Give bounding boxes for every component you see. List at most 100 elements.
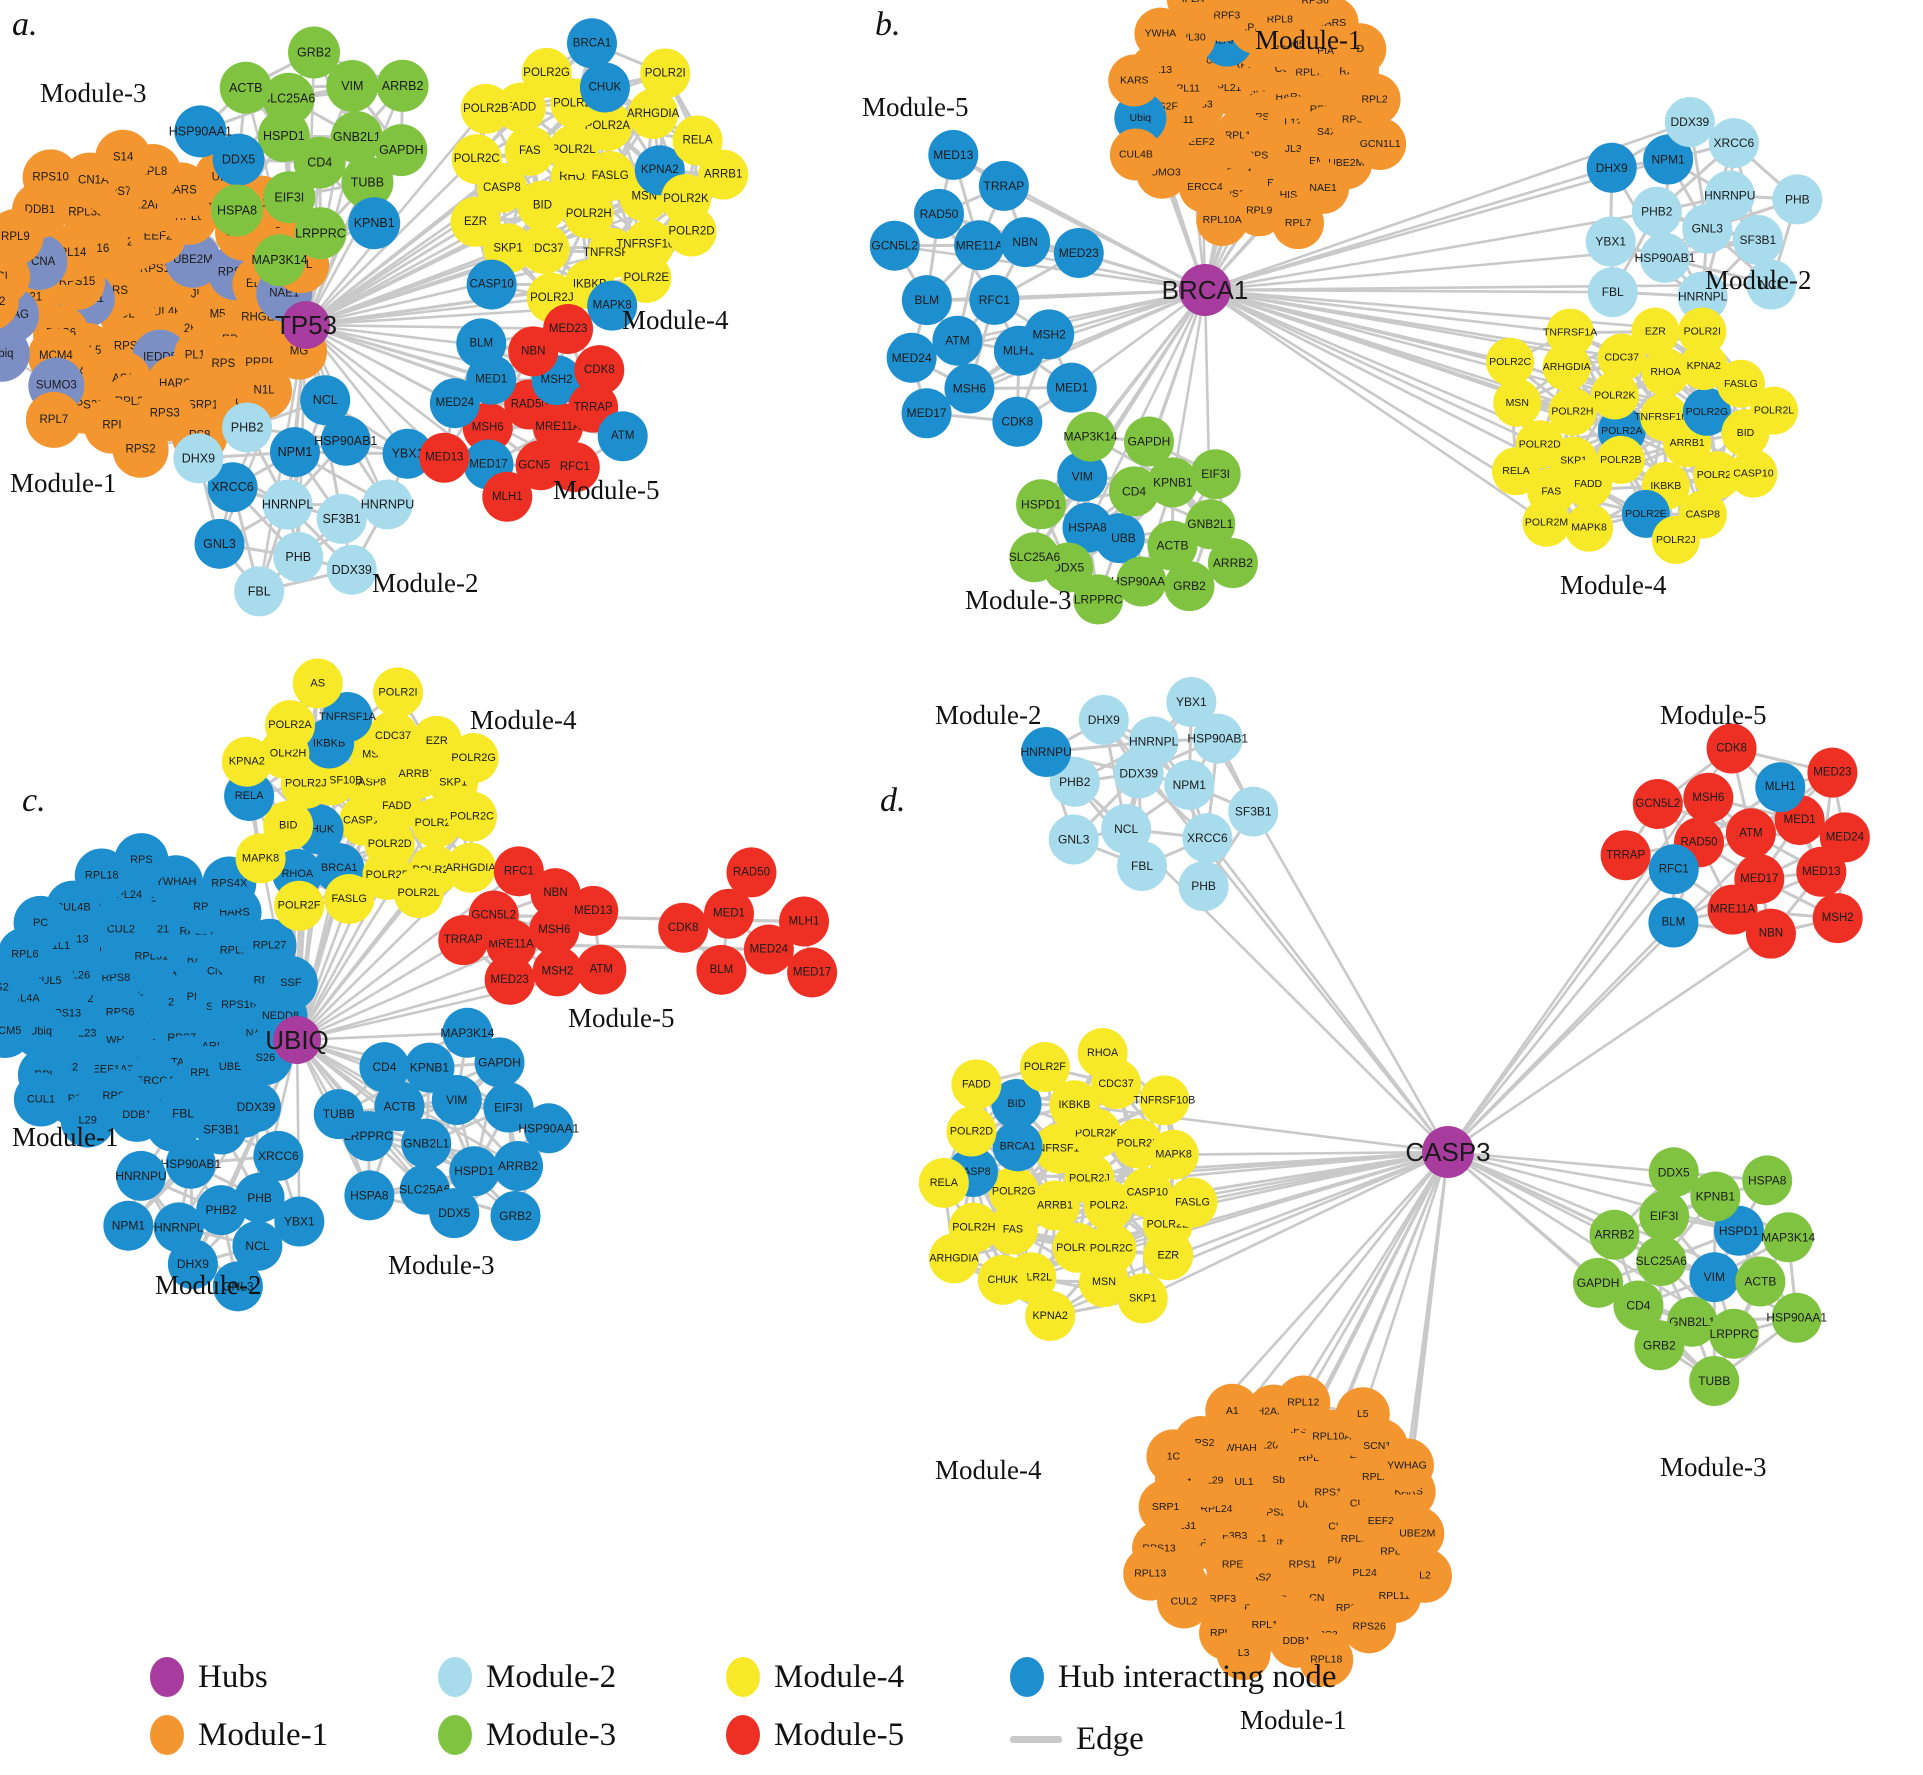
node-circle — [988, 1166, 1039, 1217]
legend-swatch-hub-interacting-node — [1010, 1657, 1044, 1697]
node-label: TRRAP — [984, 179, 1025, 193]
node-label: CUL4B — [1119, 148, 1153, 160]
legend-label-hub-interacting-node: Hub interacting node — [1058, 1658, 1337, 1695]
node-label: RPL2 — [1361, 93, 1387, 105]
node-label: PHB2 — [205, 1203, 237, 1217]
node-circle — [1735, 1256, 1786, 1307]
module-label: Module-3 — [388, 1250, 495, 1280]
node-label: A1 — [1226, 1405, 1239, 1417]
legend-swatch-module-1 — [150, 1715, 184, 1755]
node-circle — [521, 47, 572, 98]
node-label: PHB — [1785, 192, 1810, 206]
node-circle — [672, 115, 723, 166]
node-label: Ubiq — [1130, 112, 1152, 124]
network-node: HSP90AA1 — [169, 105, 232, 158]
network-node: ATM — [597, 411, 648, 462]
node-label: MED1 — [1055, 381, 1089, 395]
node-circle — [1636, 1236, 1687, 1287]
node-circle — [1205, 1383, 1260, 1438]
network-node: CHUK — [579, 62, 630, 113]
node-circle — [1116, 840, 1167, 891]
network-node: MLH1 — [482, 471, 533, 522]
node-label: VIM — [1704, 1270, 1725, 1284]
node-label: POLR2G — [1686, 406, 1729, 418]
node-label: POLR2G — [523, 67, 570, 79]
legend-swatch-module-5 — [726, 1715, 760, 1755]
node-label: HSP90AB1 — [314, 434, 377, 448]
node-label: FBL — [172, 1107, 194, 1121]
node-label: DDX5 — [438, 1206, 470, 1220]
network-node: RAD50 — [726, 847, 777, 898]
node-circle — [1048, 814, 1099, 865]
node-label: EZR — [426, 735, 448, 747]
node-label: YWHAH — [156, 876, 197, 888]
node-label: HNRNPU — [1704, 188, 1755, 202]
node-label: RHOA — [1650, 366, 1680, 378]
node-label: SF3B1 — [1740, 233, 1777, 247]
node-circle — [116, 1150, 167, 1201]
network-node: NCL — [1746, 259, 1797, 310]
node-circle — [165, 1138, 216, 1189]
node-circle — [1334, 23, 1387, 76]
node-circle — [579, 62, 630, 113]
node-label: YBX1 — [392, 447, 424, 461]
node-circle — [1746, 259, 1797, 310]
node-circle — [404, 1042, 455, 1093]
network-node: KPNA2 — [1679, 342, 1728, 391]
network-node: KPNA2 — [221, 736, 272, 787]
node-circle — [211, 184, 264, 237]
network-node: POLR2L — [393, 868, 444, 919]
legend-item-hubs: Hubs — [150, 1657, 268, 1697]
node-label: MED23 — [490, 974, 528, 986]
module-label: Module-5 — [553, 475, 660, 505]
module-label: Module-1 — [12, 1122, 119, 1152]
network-node: NCL — [232, 1220, 283, 1271]
node-circle — [1335, 1387, 1390, 1442]
edge — [1011, 1150, 1450, 1231]
network-node: VIM — [1057, 451, 1108, 502]
module-label: Module-2 — [372, 568, 479, 598]
node-label: GNB2L1 — [1187, 517, 1233, 531]
network-node: POLR2H — [1548, 387, 1597, 436]
edge — [295, 978, 511, 1042]
network-node: YBX1 — [274, 1196, 325, 1247]
edge — [1141, 1150, 1450, 1300]
network-node: ARRB1 — [698, 149, 749, 200]
node-circle — [1025, 1290, 1076, 1341]
node-circle — [1354, 117, 1407, 170]
network-node: DHX9 — [167, 1239, 218, 1290]
node-label: SSF — [280, 977, 302, 989]
node-label: PC — [33, 917, 48, 929]
network-node: YWHAG — [1379, 1438, 1434, 1493]
network-node: TUBB — [1689, 1355, 1740, 1406]
edge — [1446, 747, 1733, 1154]
node-circle — [450, 196, 501, 247]
network-node: ATM — [932, 315, 983, 366]
node-circle — [1639, 1191, 1690, 1242]
edge — [1172, 1150, 1450, 1156]
node-label: SLC25A6 — [1009, 550, 1061, 564]
network-node: FADD — [951, 1059, 1002, 1110]
node-circle — [0, 209, 44, 266]
network-node: POLR2K — [1590, 371, 1639, 420]
node-label: CD4 — [1122, 484, 1146, 498]
network-node: ARHGDIA — [446, 842, 496, 893]
network-node: NA — [1240, 0, 1290, 17]
node-label: POLR2K — [1075, 1127, 1118, 1139]
node-label: POLR2A — [268, 719, 312, 731]
node-label: CUL2 — [107, 924, 135, 936]
node-label: N1L — [254, 385, 276, 397]
module-label: Module-1 — [1240, 1705, 1347, 1735]
node-label: RPL13 — [1134, 1568, 1166, 1580]
node-circle — [703, 888, 754, 939]
network-node: HSPA8 — [1742, 1155, 1793, 1206]
node-label: MLH1 — [789, 916, 820, 928]
network-node: IKBKB — [1049, 1080, 1100, 1131]
node-label: RFC1 — [560, 461, 590, 473]
node-label: ARRB2 — [1594, 1228, 1634, 1242]
node-label: MRE11A — [1710, 904, 1755, 916]
network-node: MAP3K14 — [1761, 1212, 1816, 1263]
network-node: MED23 — [1053, 227, 1104, 278]
node-label: KPNB1 — [354, 216, 395, 230]
